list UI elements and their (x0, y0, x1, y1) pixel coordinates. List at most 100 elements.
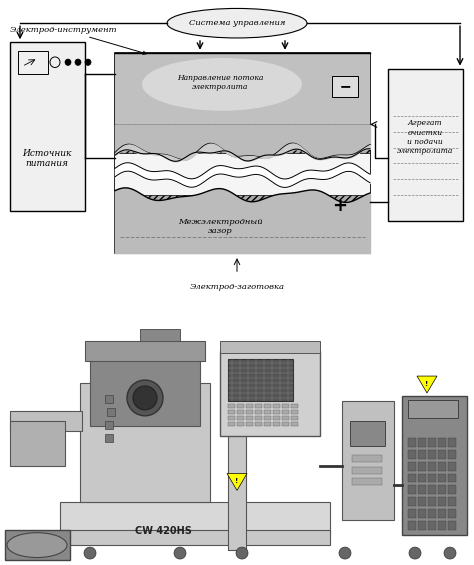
Bar (10, 421, 65, 466)
Bar (402, 396, 467, 535)
Bar (237, 416, 244, 420)
Text: Агрегат
очистки
и подачи
электролита: Агрегат очистки и подачи электролита (397, 119, 453, 155)
Circle shape (236, 547, 248, 559)
Circle shape (65, 59, 71, 66)
Bar (107, 408, 115, 416)
Text: Электрод-заготовка: Электрод-заготовка (190, 283, 284, 291)
Bar (428, 462, 436, 471)
Text: −: − (339, 80, 351, 93)
Bar (264, 410, 271, 414)
Bar (228, 404, 235, 408)
Text: Направление потока
электролита: Направление потока электролита (177, 73, 263, 91)
Bar (408, 509, 416, 518)
Bar (408, 450, 416, 459)
Bar (438, 521, 446, 530)
Bar (448, 450, 456, 459)
Bar (246, 422, 253, 426)
Bar (428, 438, 436, 447)
Bar (418, 485, 426, 494)
Bar (438, 485, 446, 494)
Bar (408, 473, 416, 483)
Bar (352, 467, 382, 473)
Bar (264, 416, 271, 420)
Bar (105, 421, 113, 429)
Bar (246, 416, 253, 420)
Bar (408, 462, 416, 471)
Bar (438, 438, 446, 447)
Bar (428, 497, 436, 506)
Circle shape (174, 547, 186, 559)
Bar (60, 502, 330, 537)
Bar (246, 410, 253, 414)
Bar (428, 473, 436, 483)
Polygon shape (227, 473, 247, 490)
Bar (273, 404, 280, 408)
Bar (80, 383, 210, 502)
Circle shape (127, 380, 163, 416)
Circle shape (133, 386, 157, 410)
Ellipse shape (142, 58, 302, 111)
Bar (350, 421, 385, 446)
Bar (228, 416, 235, 420)
Bar (115, 53, 370, 124)
Bar (228, 361, 246, 550)
Bar (291, 416, 298, 420)
Bar (115, 153, 370, 202)
Bar (408, 521, 416, 530)
Bar (255, 404, 262, 408)
Bar (228, 410, 235, 414)
Bar (428, 521, 436, 530)
Bar (115, 53, 370, 253)
Bar (282, 422, 289, 426)
Bar (418, 509, 426, 518)
Bar (105, 395, 113, 403)
Bar (140, 329, 180, 341)
Bar (408, 400, 458, 418)
Bar (352, 479, 382, 485)
Bar (255, 410, 262, 414)
Bar (448, 473, 456, 483)
Bar (418, 438, 426, 447)
Bar (448, 438, 456, 447)
Bar (438, 497, 446, 506)
Bar (438, 462, 446, 471)
Bar (60, 530, 330, 545)
Bar (291, 422, 298, 426)
Bar (428, 450, 436, 459)
Bar (408, 497, 416, 506)
Ellipse shape (7, 533, 67, 558)
Bar (418, 450, 426, 459)
Bar (255, 416, 262, 420)
Bar (332, 76, 358, 97)
Text: Источник
питания: Источник питания (22, 149, 72, 168)
Bar (418, 497, 426, 506)
Bar (273, 410, 280, 414)
Bar (448, 521, 456, 530)
Bar (291, 410, 298, 414)
Bar (282, 416, 289, 420)
Polygon shape (417, 376, 437, 393)
Circle shape (75, 59, 81, 66)
Bar (264, 422, 271, 426)
Bar (115, 195, 370, 253)
Bar (438, 473, 446, 483)
Bar (438, 509, 446, 518)
Bar (237, 404, 244, 408)
Bar (448, 462, 456, 471)
Text: Система управления: Система управления (189, 19, 285, 27)
Bar (246, 404, 253, 408)
Bar (448, 497, 456, 506)
Circle shape (409, 547, 421, 559)
Bar (291, 404, 298, 408)
Text: !: ! (425, 381, 428, 387)
Bar (220, 341, 320, 353)
Bar (418, 521, 426, 530)
Bar (220, 351, 320, 436)
Circle shape (339, 547, 351, 559)
Circle shape (444, 547, 456, 559)
Bar (352, 455, 382, 462)
Bar (228, 359, 293, 401)
Bar (273, 422, 280, 426)
Bar (237, 422, 244, 426)
Bar (228, 422, 235, 426)
